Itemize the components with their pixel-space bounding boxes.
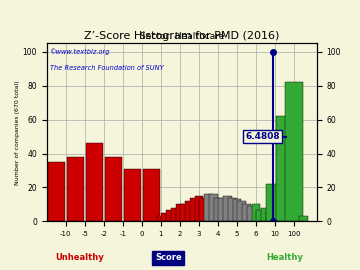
Bar (157, 216, 165, 221)
Text: ©www.textbiz.org: ©www.textbiz.org (50, 49, 110, 55)
Bar (233, 199, 241, 221)
Text: 6.4808: 6.4808 (245, 132, 280, 141)
Bar (261, 208, 270, 221)
Bar (266, 184, 284, 221)
Bar (180, 204, 189, 221)
Bar (218, 198, 227, 221)
Bar (86, 143, 103, 221)
Bar (266, 211, 275, 221)
Bar (228, 198, 237, 221)
Bar (67, 157, 84, 221)
Text: Healthy: Healthy (266, 254, 303, 262)
Bar (299, 216, 308, 221)
Bar (161, 213, 170, 221)
Bar (171, 208, 180, 221)
Text: Unhealthy: Unhealthy (55, 254, 104, 262)
Bar (256, 210, 265, 221)
Text: The Research Foundation of SUNY: The Research Foundation of SUNY (50, 65, 163, 70)
Bar (223, 196, 232, 221)
Bar (185, 201, 194, 221)
Y-axis label: Number of companies (670 total): Number of companies (670 total) (15, 80, 20, 185)
Bar (209, 194, 217, 221)
Bar (199, 198, 208, 221)
Bar (213, 198, 222, 221)
Bar (285, 82, 303, 221)
Bar (166, 210, 175, 221)
Bar (237, 201, 246, 221)
Text: Score: Score (155, 254, 182, 262)
Bar (194, 196, 203, 221)
Bar (276, 116, 293, 221)
Bar (247, 206, 256, 221)
Title: Z’-Score Histogram for PMD (2016): Z’-Score Histogram for PMD (2016) (84, 31, 279, 41)
Bar (204, 194, 213, 221)
Bar (48, 162, 65, 221)
Bar (105, 157, 122, 221)
Bar (252, 204, 260, 221)
Bar (143, 169, 160, 221)
Bar (176, 204, 184, 221)
Text: Sector: Healthcare: Sector: Healthcare (140, 32, 224, 41)
Bar (123, 169, 141, 221)
Bar (190, 198, 198, 221)
Bar (242, 204, 251, 221)
